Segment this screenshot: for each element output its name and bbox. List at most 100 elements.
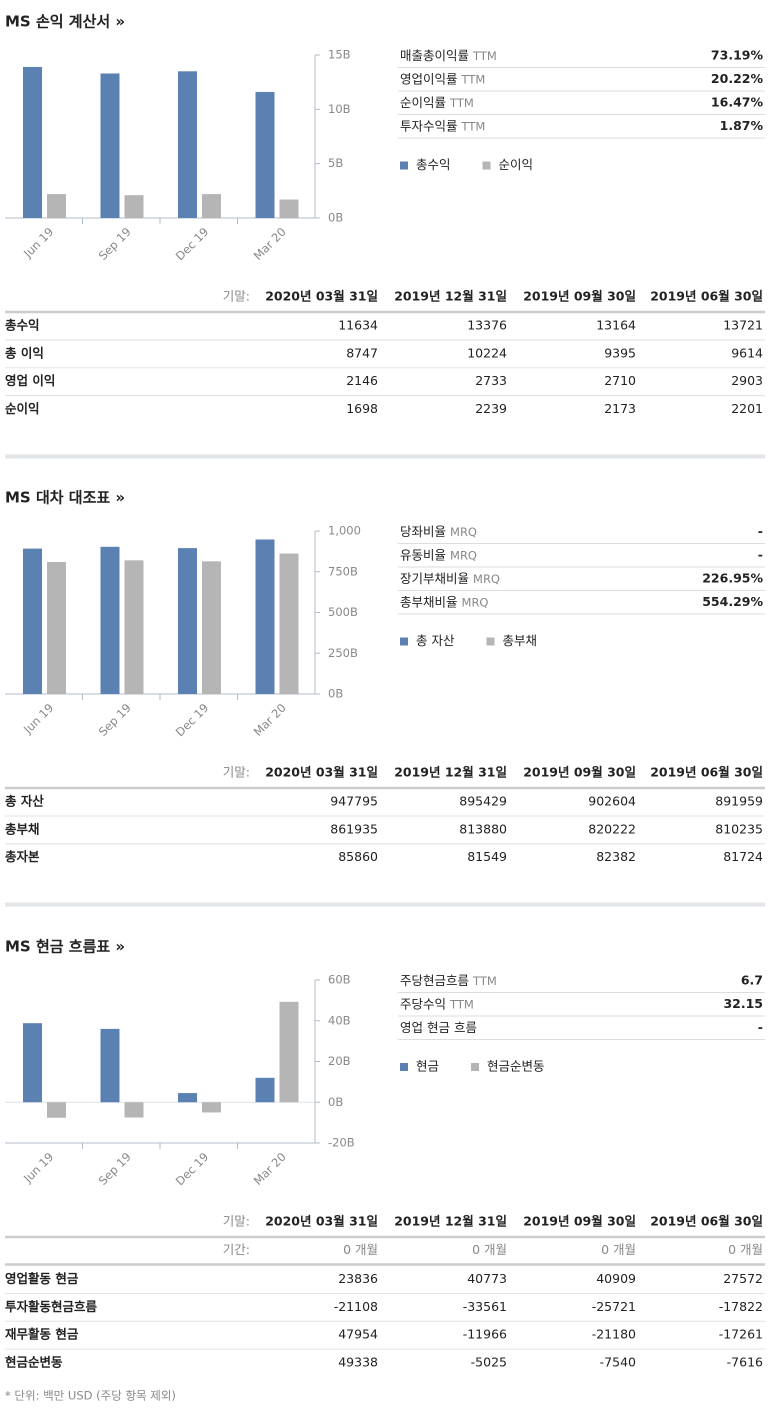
column-header: 2020년 03월 31일 [265, 765, 378, 780]
cell: 81549 [467, 849, 507, 864]
bar [47, 1102, 66, 1118]
section-title[interactable]: MS 손익 계산서 » [5, 13, 125, 31]
cell: 947795 [330, 794, 378, 809]
y-tick-label: 0B [328, 211, 343, 225]
ratio-name: 영업이익률 [400, 71, 458, 86]
legend-swatch [400, 161, 408, 170]
column-header: 2019년 09월 30일 [523, 765, 636, 780]
legend-label: 현금순변동 [487, 1059, 545, 1074]
legend-label: 총수익 [416, 157, 451, 172]
bar [100, 73, 120, 219]
ratio-value: - [758, 524, 763, 539]
cell: 813880 [459, 821, 507, 836]
row-label: 순이익 [5, 401, 40, 416]
ratio-name: 유동비율 [400, 547, 446, 562]
bar [47, 194, 66, 218]
cell: 902604 [588, 794, 636, 809]
cell: -7616 [727, 1354, 763, 1369]
cell: 810235 [715, 821, 763, 836]
cell: -33561 [463, 1299, 507, 1314]
cell: -25721 [592, 1299, 636, 1314]
bar [100, 1028, 120, 1103]
row-label: 영업 이익 [5, 373, 55, 388]
table-header-label: 기말: [223, 765, 250, 780]
ratio-value: 73.19% [711, 48, 764, 63]
bar [279, 553, 299, 694]
ratio-name: 주당수익 [400, 996, 446, 1011]
legend-swatch [400, 1063, 408, 1071]
cell: 891959 [715, 794, 763, 809]
x-tick-label: Mar 20 [251, 1150, 289, 1188]
bar [279, 199, 299, 218]
bar [202, 1102, 221, 1113]
bar [100, 546, 120, 694]
bar [178, 1093, 197, 1103]
section-title[interactable]: MS 현금 흐름표 » [5, 938, 125, 956]
ratio-name: 순이익률 [400, 95, 446, 110]
ratio-value: 16.47% [711, 95, 764, 110]
column-header: 2019년 12월 31일 [394, 1214, 507, 1229]
ratio-period: TTM [461, 72, 486, 86]
y-tick-label: 250B [328, 646, 358, 660]
cell: 2146 [346, 373, 378, 388]
cell: 13721 [723, 318, 763, 333]
legend-label: 현금 [416, 1059, 439, 1074]
ratio-label: 장기부채비율 MRQ [400, 571, 500, 586]
ratio-label: 영업이익률 TTM [400, 71, 485, 86]
row-label: 투자활동현금흐름 [5, 1299, 98, 1314]
column-header: 2019년 12월 31일 [394, 289, 507, 304]
cell: -17822 [719, 1299, 763, 1314]
x-tick-label: Mar 20 [251, 225, 289, 263]
ratio-period: TTM [472, 49, 497, 63]
row-label: 총자본 [5, 849, 40, 864]
cell: 23836 [338, 1271, 378, 1286]
cell: -21180 [592, 1327, 636, 1342]
ratio-period: TTM [449, 96, 474, 110]
bar [202, 194, 221, 218]
ratio-period: TTM [449, 997, 474, 1011]
y-tick-label: 5B [328, 156, 343, 170]
ratio-label: 매출총이익률 TTM [400, 48, 497, 63]
column-header: 2019년 09월 30일 [523, 289, 636, 304]
y-tick-label: 750B [328, 564, 358, 578]
bar [178, 71, 197, 218]
row-label: 총 이익 [5, 345, 44, 360]
ratio-value: 1.87% [720, 118, 764, 133]
row-label: 총수익 [5, 318, 40, 333]
cell: 49338 [338, 1354, 378, 1369]
ratio-value: - [758, 547, 763, 562]
cell: 820222 [588, 821, 636, 836]
ratio-name: 장기부채비율 [400, 571, 469, 586]
period-value: 0 개월 [343, 1242, 378, 1257]
y-tick-label: 10B [328, 102, 351, 116]
y-tick-label: 0B [328, 1095, 343, 1109]
ratio-value: 32.15 [723, 996, 763, 1011]
x-tick-label: Jun 19 [20, 1150, 56, 1186]
cell: 2903 [731, 373, 763, 388]
x-tick-label: Jun 19 [20, 701, 56, 737]
bar [255, 91, 275, 218]
bar [202, 561, 221, 694]
row-label: 영업활동 현금 [5, 1271, 79, 1286]
bar [255, 539, 275, 694]
cell: -17261 [719, 1327, 763, 1342]
ratio-name: 당좌비율 [400, 524, 446, 539]
ratio-label: 투자수익률 TTM [400, 118, 485, 133]
row-label: 총부채 [5, 821, 40, 836]
cell: 9614 [731, 345, 763, 360]
bar [124, 195, 144, 218]
column-header: 2020년 03월 31일 [265, 289, 378, 304]
cell: 895429 [459, 794, 507, 809]
cell: 47954 [338, 1327, 378, 1342]
section-title[interactable]: MS 대차 대조표 » [5, 489, 125, 507]
y-tick-label: -20B [328, 1136, 355, 1150]
ratio-name: 매출총이익률 [400, 48, 469, 63]
legend-swatch [471, 1063, 480, 1071]
x-tick-label: Dec 19 [173, 1150, 212, 1189]
column-header: 2019년 09월 30일 [523, 1214, 636, 1229]
cell: -21108 [334, 1299, 378, 1314]
x-tick-label: Sep 19 [96, 225, 134, 263]
cell: 81724 [723, 849, 763, 864]
legend-swatch [400, 637, 408, 646]
